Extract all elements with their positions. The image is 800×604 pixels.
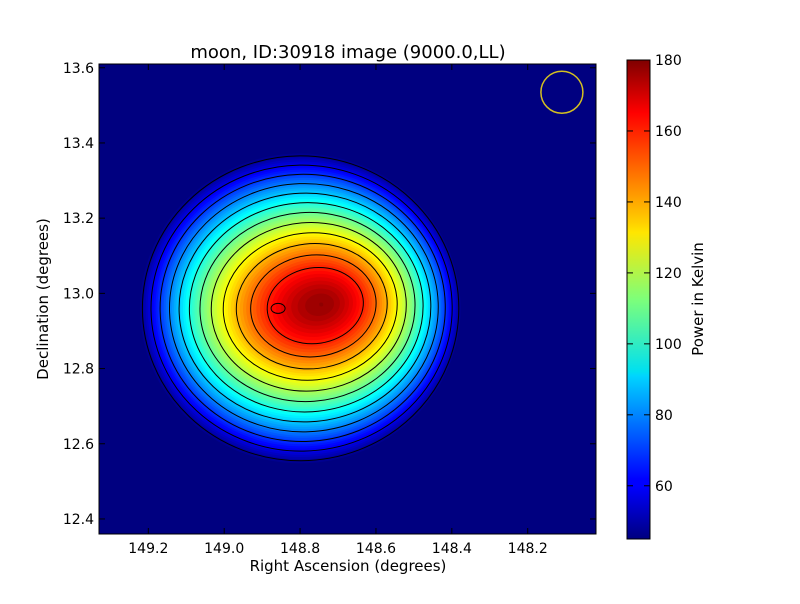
y-axis: 12.4 12.6 12.8 13.0 13.2 13.4 13.6 [63,61,596,528]
contour-line [178,192,432,423]
y-tick-label: 13.4 [63,136,94,152]
beam-marker [540,70,584,114]
x-axis: 149.2 149.0 148.8 148.6 148.4 148.2 [128,64,548,557]
x-tick-label: 149.2 [128,541,168,557]
chart-title: moon, ID:30918 image (9000.0,LL) [190,42,505,63]
contour-line [188,202,424,413]
contour-line [199,211,416,403]
x-tick-label: 148.2 [508,541,548,557]
heatmap-area [99,64,596,534]
contour-line [222,232,398,381]
contour-line [168,183,439,433]
x-tick-label: 149.0 [204,541,244,557]
contour-line [235,243,388,370]
colorbar [626,59,651,540]
colorbar-tick-label: 60 [655,479,673,495]
contour-line [159,173,446,443]
colorbar-tick-label: 100 [655,337,682,353]
y-axis-label: Declination (degrees) [34,218,52,380]
heatmap-layer [319,302,324,307]
y-tick-label: 12.6 [63,437,94,453]
colorbar-tick-label: 80 [655,408,673,424]
y-tick-label: 13.0 [63,286,94,302]
contour-line [266,266,364,345]
colorbar-tick-label: 160 [655,124,682,140]
heatmap-layers [138,151,463,466]
contour-line [250,254,377,358]
y-tick-label: 13.6 [63,61,94,77]
colorbar-label: Power in Kelvin [689,242,707,356]
y-tick-label: 13.2 [63,211,94,227]
x-tick-label: 148.6 [356,541,396,557]
contour-line [150,164,453,452]
y-tick-label: 12.4 [63,512,94,528]
colorbar-ticks: 60 80 100 120 140 160 180 [627,53,682,495]
colorbar-tick-label: 140 [655,195,682,211]
contour-line [141,155,460,462]
colorbar-tick-label: 180 [655,53,682,69]
x-tick-label: 148.4 [432,541,472,557]
plot-frame [98,63,597,535]
x-axis-label: Right Ascension (degrees) [250,557,447,575]
contour-line [210,222,407,392]
x-tick-label: 148.8 [280,541,320,557]
y-tick-label: 12.8 [63,362,94,378]
contour-lines [141,155,460,462]
colorbar-tick-label: 120 [655,266,682,282]
contour-line [270,302,286,314]
